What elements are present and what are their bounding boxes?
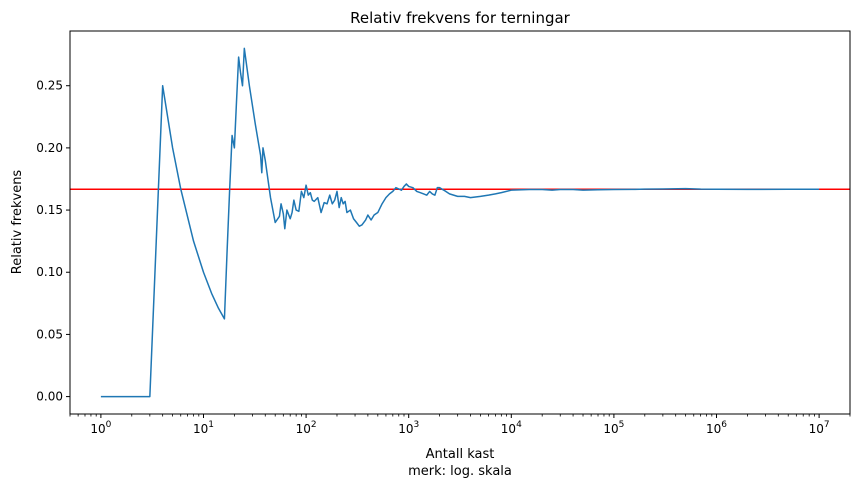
y-tick-label: 0.00 xyxy=(36,390,63,404)
x-tick-label: 102 xyxy=(296,420,317,436)
chart-title: Relativ frekvens for terningar xyxy=(350,9,571,27)
y-axis-label: Relativ frekvens xyxy=(10,170,25,275)
x-tick-label: 103 xyxy=(398,420,419,436)
x-tick-label: 106 xyxy=(706,420,727,436)
x-axis-note: merk: log. skala xyxy=(408,464,512,479)
y-tick-label: 0.20 xyxy=(36,141,63,155)
y-tick-label: 0.10 xyxy=(36,265,63,279)
x-tick-label: 101 xyxy=(193,420,214,436)
y-tick-label: 0.25 xyxy=(36,79,63,93)
x-axis: 100 101 102 103 104 105 106 107 xyxy=(69,414,851,436)
x-tick-label: 107 xyxy=(809,420,830,436)
plot-frame xyxy=(69,30,851,415)
series-line xyxy=(100,47,820,398)
x-axis-label: Antall kast xyxy=(426,447,495,462)
y-axis: 0.00 0.05 0.10 0.15 0.20 0.25 xyxy=(36,79,70,404)
y-tick-label: 0.15 xyxy=(36,203,63,217)
x-tick-label: 100 xyxy=(90,420,111,436)
x-tick-label: 104 xyxy=(501,420,522,436)
x-tick-label: 105 xyxy=(603,420,624,436)
plot-area xyxy=(70,47,850,398)
y-tick-label: 0.05 xyxy=(36,327,63,341)
